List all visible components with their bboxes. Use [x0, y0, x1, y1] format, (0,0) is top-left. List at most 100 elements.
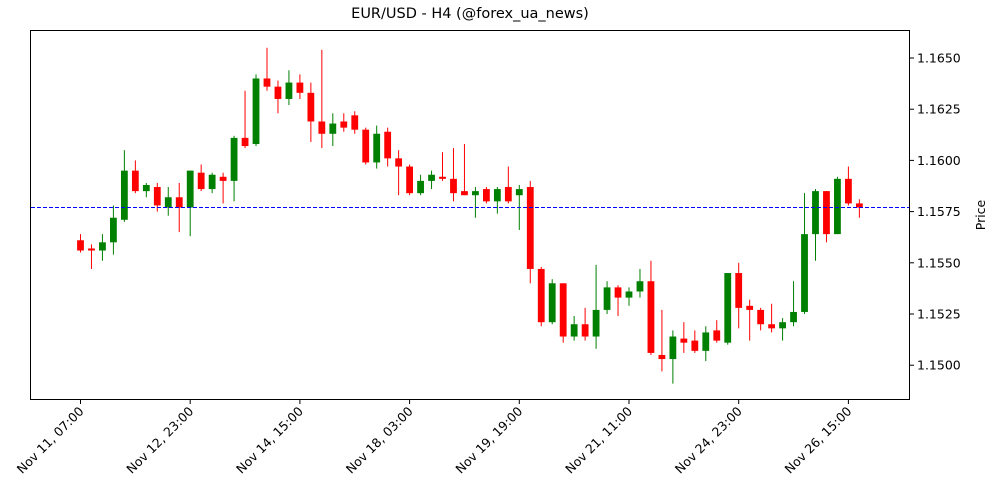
candle-body	[307, 92, 315, 122]
y-tick-label: 1.1575	[917, 204, 961, 219]
candle	[746, 299, 754, 341]
candle-body	[834, 178, 841, 235]
candle	[120, 150, 128, 222]
candle	[537, 266, 545, 327]
candle	[99, 234, 106, 261]
candle-body	[603, 287, 611, 310]
candle	[153, 182, 161, 212]
candle	[724, 273, 732, 345]
x-tick-label: Nov 14, 15:00	[233, 403, 306, 476]
x-tick-label: Nov 19, 19:00	[452, 403, 525, 476]
candle	[395, 150, 403, 196]
y-tick-label: 1.1550	[917, 255, 961, 270]
candle	[252, 74, 260, 147]
candle	[230, 135, 238, 202]
candle-body	[285, 82, 293, 99]
candle-body	[241, 137, 249, 147]
candle	[735, 262, 743, 329]
candle-body	[461, 191, 468, 196]
candle-body	[142, 184, 150, 192]
y-tick-label: 1.1500	[917, 358, 961, 373]
candle	[351, 111, 359, 134]
candle	[110, 205, 117, 255]
candle	[548, 279, 556, 325]
candle-body	[757, 309, 765, 325]
candle-body	[197, 172, 205, 190]
candle-body	[702, 332, 710, 351]
candle-body	[581, 324, 589, 337]
y-tick-label: 1.1625	[917, 102, 961, 117]
candle	[373, 125, 381, 169]
candle	[592, 264, 600, 349]
candle	[581, 307, 589, 341]
candle-body	[472, 191, 479, 196]
candle	[131, 160, 139, 194]
candle	[274, 80, 282, 114]
candle-body	[592, 309, 600, 337]
candle-body	[625, 291, 633, 298]
candle-body	[439, 176, 446, 179]
candle-body	[812, 191, 819, 235]
candle-body	[845, 178, 852, 204]
candle-body	[614, 287, 622, 298]
candle	[779, 318, 786, 341]
candle	[526, 180, 534, 284]
candle	[428, 170, 435, 190]
candle-body	[131, 170, 139, 192]
candle-body	[493, 189, 501, 202]
candle-body	[779, 322, 786, 329]
candle-body	[351, 115, 359, 130]
candle	[845, 166, 852, 206]
candle	[417, 174, 424, 196]
candle-body	[208, 174, 216, 190]
candle-body	[537, 268, 545, 323]
candle-body	[713, 330, 721, 341]
candle-body	[746, 305, 754, 310]
candle-body	[263, 78, 271, 87]
candle	[164, 187, 172, 216]
candle-body	[88, 248, 95, 251]
candle-body	[570, 324, 578, 337]
candle-body	[855, 203, 863, 208]
candle	[208, 172, 216, 194]
candle	[285, 70, 293, 106]
candle-body	[669, 336, 677, 360]
plot-frame	[30, 30, 910, 400]
candle	[450, 148, 457, 202]
candle	[855, 199, 863, 218]
candle-body	[768, 324, 776, 329]
candle	[472, 187, 479, 218]
candle-body	[406, 166, 413, 194]
candle-body	[373, 133, 381, 163]
candle-body	[175, 197, 183, 208]
candle	[362, 127, 370, 165]
candle-body	[790, 311, 797, 323]
candle-body	[296, 82, 304, 93]
candle	[658, 309, 666, 372]
candle	[570, 316, 578, 341]
candle-body	[274, 86, 282, 99]
candle-body	[636, 281, 644, 292]
candle-body	[186, 170, 194, 208]
candle	[636, 268, 644, 298]
x-tick-label: Nov 12, 23:00	[123, 403, 196, 476]
candle-body	[110, 217, 117, 243]
candle	[691, 330, 699, 353]
candle	[702, 326, 710, 362]
candle-body	[680, 338, 688, 343]
candle-body	[450, 178, 457, 194]
candle	[197, 164, 205, 192]
candle	[340, 113, 348, 132]
candle	[768, 303, 776, 333]
candle-body	[823, 191, 830, 235]
candle-body	[77, 240, 84, 251]
candle	[823, 191, 830, 243]
candle-body	[230, 137, 238, 181]
candle-body	[735, 273, 743, 308]
candle	[614, 285, 622, 317]
candle-body	[219, 176, 227, 181]
candle	[406, 164, 413, 196]
x-tick-label: Nov 26, 15:00	[782, 403, 855, 476]
candle	[307, 82, 315, 142]
x-axis: Nov 11, 07:00 Nov 12, 23:00 Nov 14, 15:00 N…	[14, 400, 855, 477]
